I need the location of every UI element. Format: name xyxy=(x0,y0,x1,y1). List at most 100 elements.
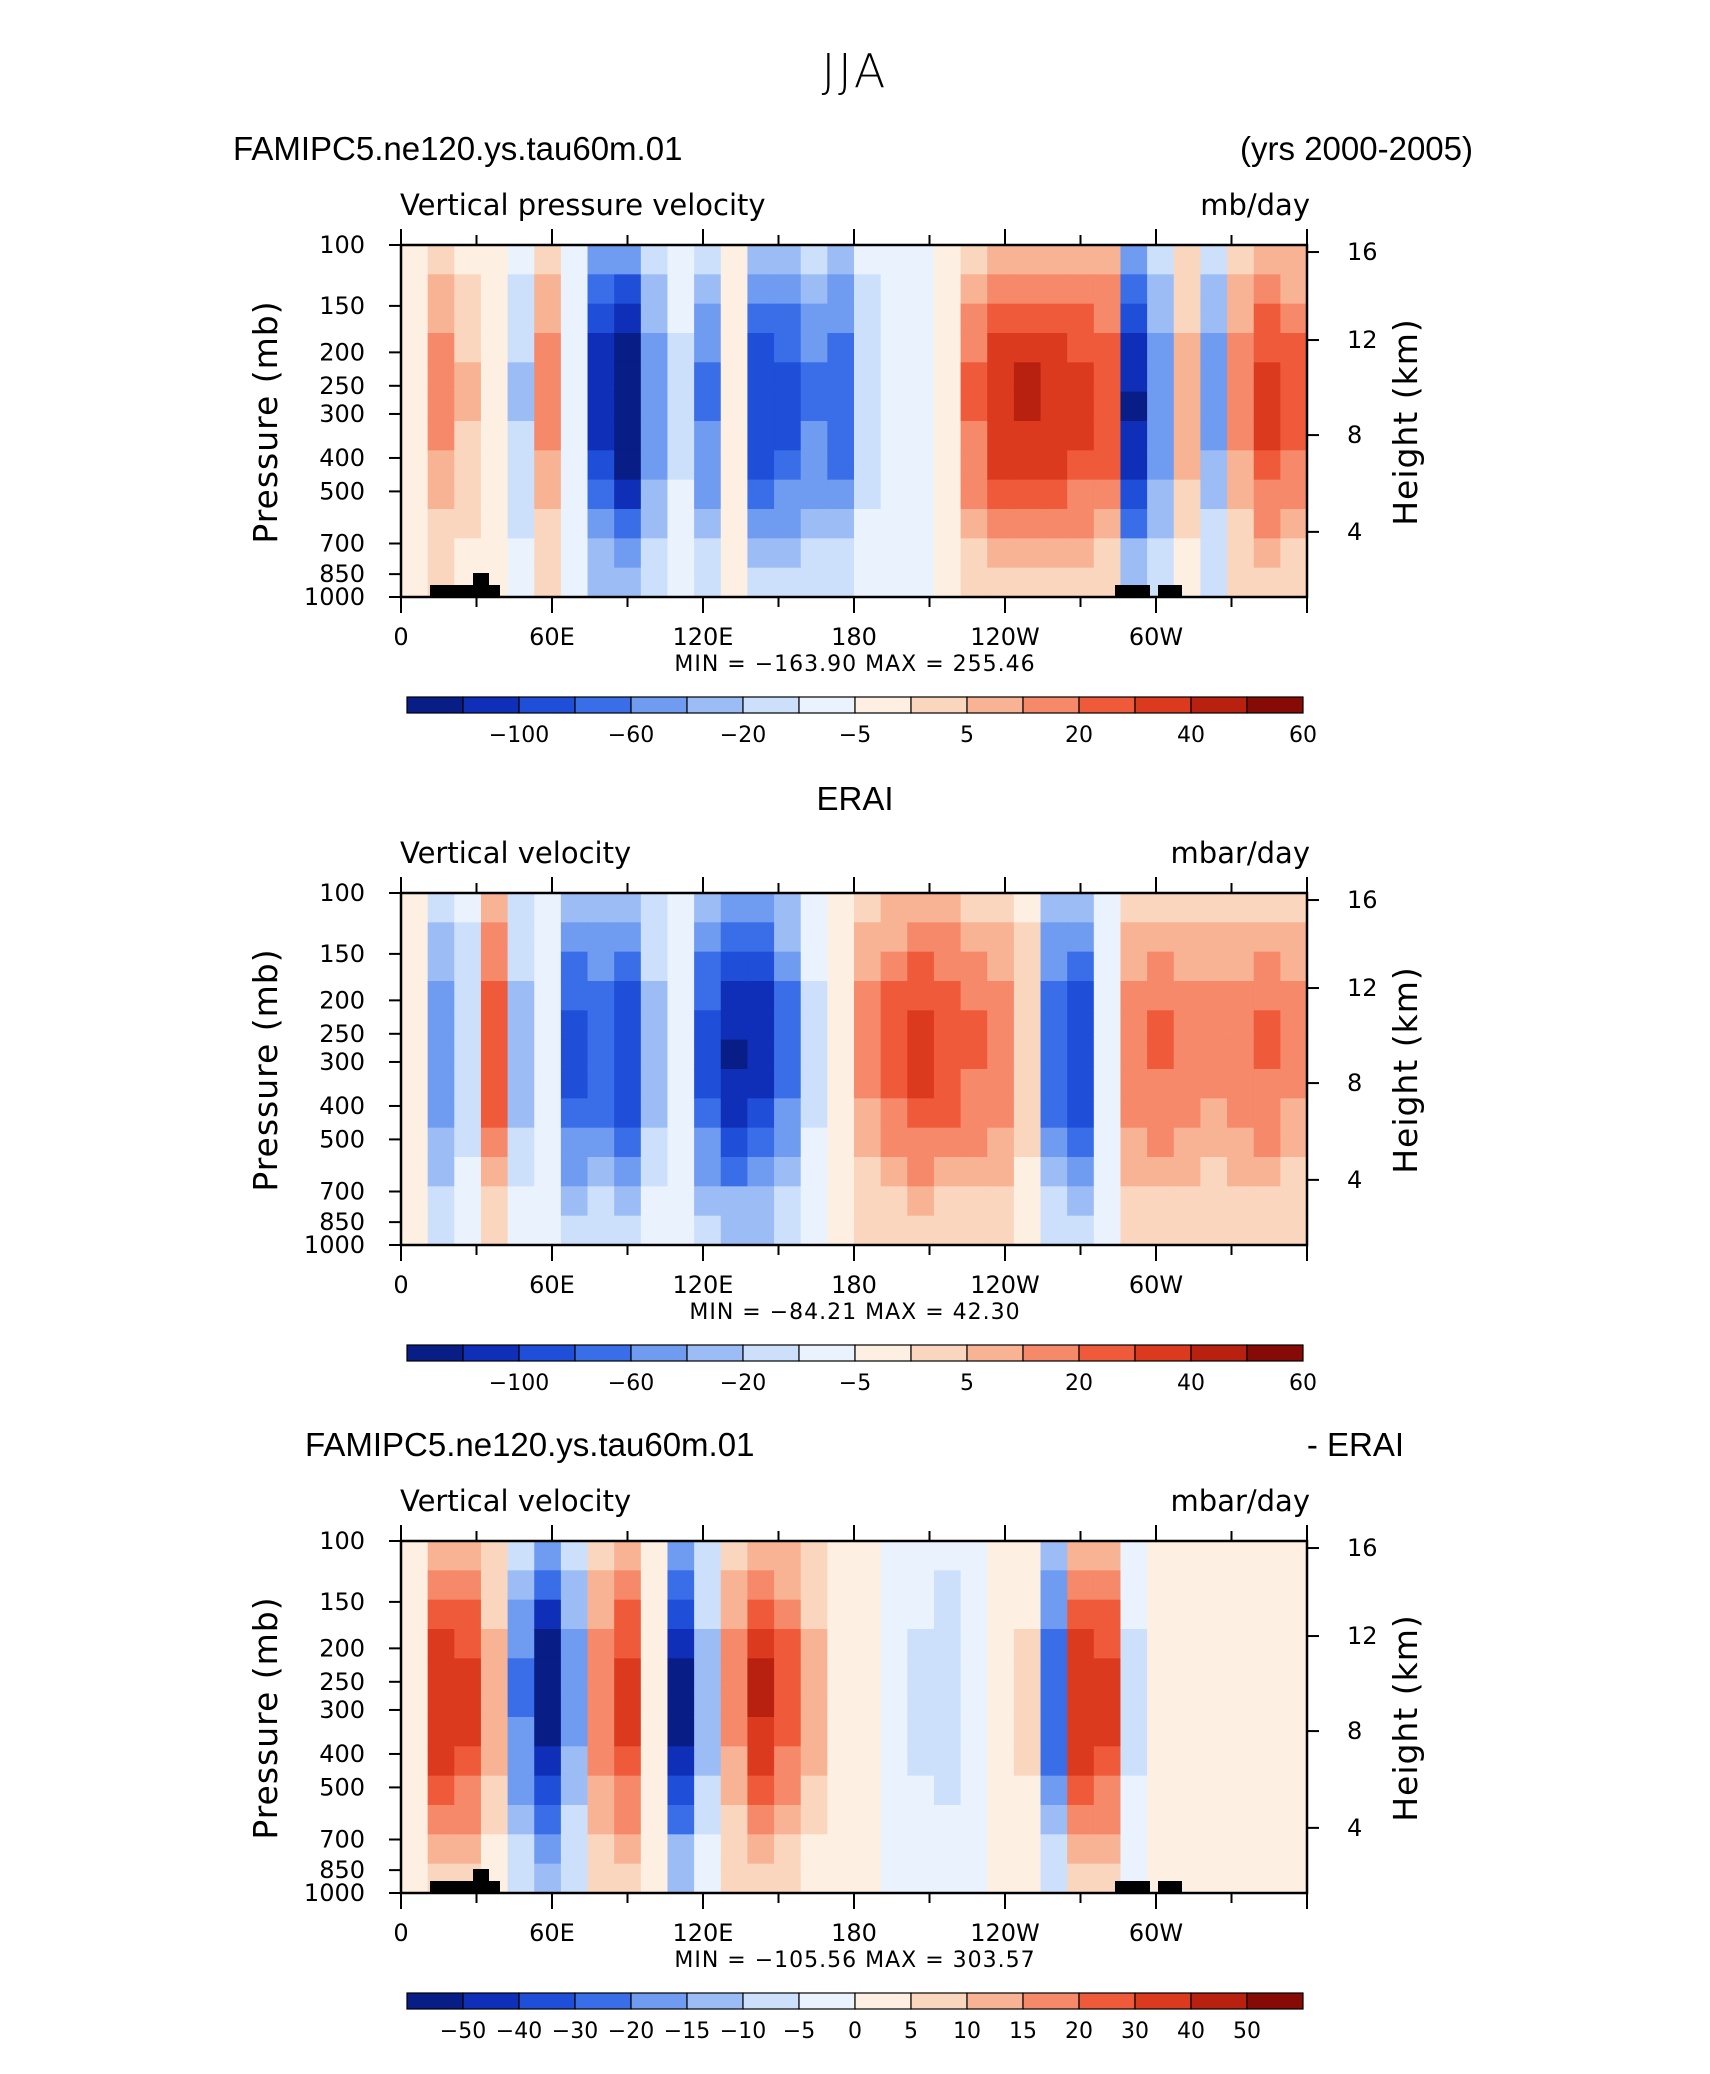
contour-cell xyxy=(667,893,695,923)
contour-cell xyxy=(534,303,562,334)
contour-cell xyxy=(987,1687,1015,1718)
contour-cell xyxy=(454,1717,482,1747)
contour-cell xyxy=(1013,981,1042,1011)
contour-cell xyxy=(1280,1541,1308,1571)
colorbar-swatch xyxy=(966,1992,1024,2010)
contour-cell xyxy=(1093,1834,1122,1865)
contour-cell xyxy=(1147,1629,1175,1659)
panel-1-left-header: FAMIPC5.ne120.ys.tau60m.01 xyxy=(233,130,683,167)
contour-cell xyxy=(614,421,642,451)
height-tick-label: 4 xyxy=(1347,1814,1362,1842)
contour-cell xyxy=(854,1215,882,1246)
contour-cell xyxy=(694,333,722,363)
colorbar-label: 30 xyxy=(1121,2019,1149,2044)
contour-cell xyxy=(480,1687,509,1718)
contour-cell xyxy=(1040,1629,1068,1659)
contour-cell xyxy=(454,1658,482,1689)
contour-cell xyxy=(587,1863,615,1894)
contour-cell xyxy=(534,1541,562,1571)
contour-cell xyxy=(854,303,882,334)
contour-cell xyxy=(774,1069,802,1099)
contour-cell xyxy=(747,421,775,451)
contour-cell xyxy=(1120,538,1148,569)
contour-cell xyxy=(907,303,935,334)
contour-cell xyxy=(534,1186,562,1217)
contour-cell xyxy=(827,981,855,1011)
contour-cell xyxy=(987,509,1015,539)
contour-cell xyxy=(907,981,935,1011)
pressure-tick-label: 100 xyxy=(319,1527,365,1555)
contour-cell xyxy=(507,1069,535,1099)
contour-cell xyxy=(560,1629,589,1659)
contour-cell xyxy=(987,1570,1015,1601)
contour-cell xyxy=(960,1541,988,1571)
contour-cell xyxy=(1013,1863,1042,1894)
contour-cell xyxy=(960,1215,988,1246)
contour-cell xyxy=(401,1599,429,1630)
contour-cell xyxy=(1280,1069,1308,1099)
contour-cell xyxy=(534,1629,562,1659)
contour-cell xyxy=(747,538,775,569)
contour-cell xyxy=(454,362,482,393)
colorbar-swatch xyxy=(910,1992,968,2010)
contour-cell xyxy=(800,274,828,305)
contour-cell xyxy=(987,538,1015,569)
contour-cell xyxy=(1040,362,1068,393)
contour-cell xyxy=(854,1863,882,1894)
contour-cell xyxy=(667,922,695,953)
contour-cell xyxy=(401,1069,429,1099)
contour-cell xyxy=(747,1127,775,1158)
lon-tick-label: 60E xyxy=(529,623,575,651)
contour-cell xyxy=(774,922,802,953)
contour-cell xyxy=(560,421,589,451)
contour-cell xyxy=(1067,1069,1095,1099)
contour-cell xyxy=(774,1658,802,1689)
contour-cell xyxy=(1253,1863,1281,1894)
contour-cell xyxy=(880,893,908,923)
contour-cell xyxy=(827,1570,855,1601)
contour-cell xyxy=(1120,1039,1148,1070)
contour-cell xyxy=(480,1834,509,1865)
contour-cell xyxy=(1093,450,1122,481)
panel-3-variable: Vertical velocity xyxy=(400,1484,632,1518)
contour-cell xyxy=(480,1127,509,1158)
contour-cell xyxy=(827,333,855,363)
contour-cell xyxy=(1173,1775,1202,1806)
contour-cell xyxy=(1200,1098,1228,1129)
contour-cell xyxy=(427,1215,455,1246)
contour-cell xyxy=(960,567,988,598)
contour-cell xyxy=(960,951,988,982)
contour-cell xyxy=(587,1775,615,1806)
contour-cell xyxy=(720,1010,749,1041)
contour-cell xyxy=(667,1863,695,1894)
contour-cell xyxy=(800,1157,828,1187)
colorbar-label: 40 xyxy=(1177,1371,1205,1396)
pressure-tick-label: 250 xyxy=(319,1020,365,1048)
contour-cell xyxy=(560,391,589,422)
contour-cell xyxy=(800,538,828,569)
contour-cell xyxy=(1200,509,1228,539)
contour-cell xyxy=(454,1599,482,1630)
contour-cell xyxy=(1173,450,1202,481)
colorbar-swatch xyxy=(574,1992,632,2010)
contour-cell xyxy=(1067,1687,1095,1718)
contour-cell xyxy=(640,1717,669,1747)
contour-cell xyxy=(747,391,775,422)
contour-cell xyxy=(1253,1186,1281,1217)
contour-cell xyxy=(534,1570,562,1601)
topography-mask xyxy=(1158,1881,1182,1893)
contour-cell xyxy=(907,1570,935,1601)
contour-cell xyxy=(907,391,935,422)
contour-cell xyxy=(1173,1157,1202,1187)
contour-cell xyxy=(480,922,509,953)
contour-cell xyxy=(614,567,642,598)
contour-cell xyxy=(880,274,908,305)
contour-cell xyxy=(1227,1687,1255,1718)
contour-cell xyxy=(1280,1805,1308,1835)
contour-cell xyxy=(933,391,962,422)
contour-cell xyxy=(694,1599,722,1630)
contour-cell xyxy=(880,1215,908,1246)
contour-cell xyxy=(774,1629,802,1659)
contour-cell xyxy=(774,450,802,481)
contour-cell xyxy=(560,1658,589,1689)
